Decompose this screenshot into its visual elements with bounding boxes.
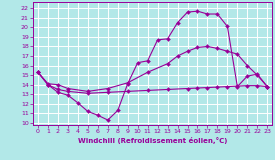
- X-axis label: Windchill (Refroidissement éolien,°C): Windchill (Refroidissement éolien,°C): [78, 137, 227, 144]
